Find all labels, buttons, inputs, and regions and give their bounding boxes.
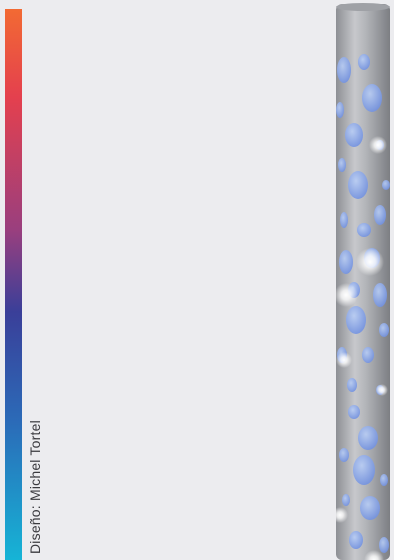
tube-perforation	[382, 180, 390, 190]
tube-perforation	[379, 323, 389, 337]
light-glow	[356, 248, 384, 276]
tube-perforation	[358, 54, 370, 70]
light-glow	[336, 507, 348, 523]
tube-perforation	[347, 378, 357, 392]
tube-perforation	[336, 102, 344, 118]
tube-perforation	[349, 531, 363, 549]
tube-perforation	[379, 537, 389, 553]
tube-perforation	[362, 84, 382, 112]
tube-perforation	[337, 57, 351, 83]
tube-perforation	[373, 283, 387, 307]
tube-perforation	[346, 306, 366, 334]
light-glow	[364, 550, 384, 560]
tube-perforation	[348, 171, 368, 199]
tube-perforation	[338, 158, 346, 172]
tube-lamp-image	[336, 3, 390, 560]
light-glow	[369, 136, 387, 154]
light-glow	[336, 352, 352, 368]
tube-perforation	[362, 347, 374, 363]
tube-perforation	[345, 123, 363, 147]
tube-perforation	[339, 250, 353, 274]
light-glow	[376, 384, 388, 396]
tube-perforation	[360, 496, 380, 520]
tube-perforation	[339, 448, 349, 462]
color-gradient-bar	[5, 9, 22, 560]
tube-perforation	[374, 205, 386, 225]
tube-perforation	[357, 223, 371, 237]
tube-perforation	[358, 426, 378, 450]
tube-perforation	[380, 474, 388, 486]
tube-perforation	[340, 212, 348, 228]
tube-perforation	[353, 455, 375, 485]
tube-perforation	[342, 494, 350, 506]
designer-credit: Diseño: Michel Tortel	[27, 420, 43, 554]
light-glow	[336, 283, 358, 307]
tube-perforation	[348, 405, 360, 419]
